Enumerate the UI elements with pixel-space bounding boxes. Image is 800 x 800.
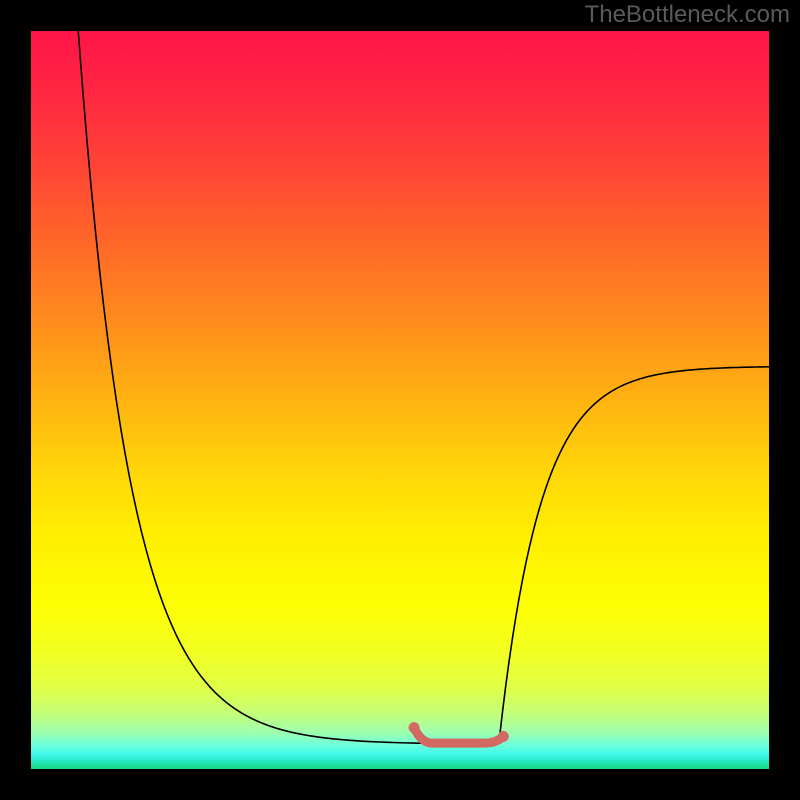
plot-background bbox=[31, 31, 769, 769]
bottleneck-chart: TheBottleneck.com bbox=[0, 0, 800, 800]
watermark-text: TheBottleneck.com bbox=[585, 1, 790, 28]
chart-svg: TheBottleneck.com bbox=[0, 0, 800, 800]
